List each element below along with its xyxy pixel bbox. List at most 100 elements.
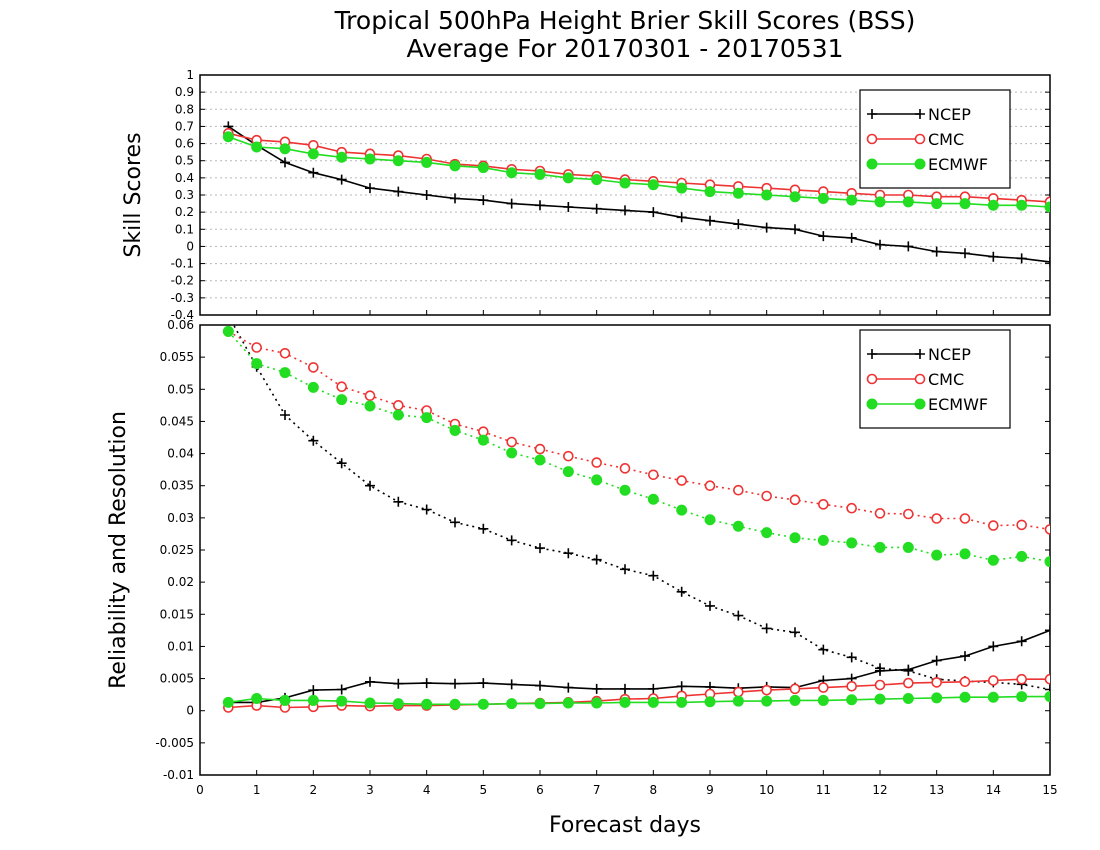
- top-y-tick-label: 0.1: [175, 222, 194, 236]
- top-legend-marker: [915, 109, 925, 119]
- top-legend-marker: [914, 158, 926, 170]
- top-point-ecmwf: [789, 191, 801, 203]
- bottom-point-ecmwf-resolution: [477, 434, 489, 446]
- top-legend-label: CMC: [928, 130, 964, 149]
- bottom-point-cmc-resolution: [959, 513, 971, 524]
- top-legend-marker: [914, 133, 926, 145]
- x-axis-label: Forecast days: [549, 813, 701, 838]
- top-point-ecmwf: [846, 194, 858, 206]
- bottom-point-ecmwf-resolution: [874, 541, 886, 553]
- x-tick-label: 11: [816, 783, 831, 797]
- bottom-point-ecmwf-reliability: [336, 695, 348, 707]
- x-tick-label: 6: [536, 783, 544, 797]
- top-y-axis-label: Skill Scores: [121, 132, 146, 257]
- bottom-point-ecmwf-resolution: [676, 504, 688, 516]
- bottom-point-ncep-resolution: [591, 554, 602, 565]
- top-point-ncep: [1045, 256, 1050, 267]
- bottom-point-ecmwf-reliability: [392, 698, 404, 710]
- bottom-point-ecmwf-reliability: [222, 696, 234, 708]
- top-y-tick-label: 0.9: [175, 85, 194, 99]
- top-y-tick-label: 0: [186, 239, 194, 253]
- x-tick-label: 12: [872, 783, 887, 797]
- bottom-series-line-ncep-resolution: [232, 325, 1050, 691]
- bottom-legend-label: ECMWF: [928, 395, 988, 414]
- top-legend-marker: [867, 109, 877, 119]
- top-legend-label: NCEP: [928, 105, 971, 124]
- top-y-tick-label: 0.4: [175, 171, 194, 185]
- bottom-point-cmc-resolution: [506, 436, 517, 448]
- x-tick-label: 2: [310, 783, 318, 797]
- top-point-ncep: [875, 239, 885, 250]
- bottom-point-ncep-resolution: [733, 610, 744, 621]
- bottom-point-cmc-reliability: [818, 682, 829, 693]
- top-legend-marker: [866, 158, 878, 170]
- top-y-tick-label: 0.3: [175, 188, 194, 202]
- bottom-point-ncep-reliability: [365, 676, 375, 687]
- top-point-ncep: [903, 241, 914, 252]
- bottom-y-tick-label: 0.05: [167, 382, 194, 396]
- bottom-point-ncep-resolution: [421, 504, 432, 515]
- bottom-point-ncep-resolution: [478, 523, 489, 534]
- bottom-point-ecmwf-reliability: [364, 697, 376, 709]
- bottom-point-cmc-resolution: [336, 381, 347, 393]
- top-point-ecmwf: [676, 182, 688, 194]
- top-legend-label: ECMWF: [928, 155, 988, 174]
- top-point-ecmwf: [506, 167, 518, 179]
- bottom-point-cmc-resolution: [874, 508, 886, 519]
- bottom-point-cmc-reliability: [733, 686, 744, 698]
- bottom-point-cmc-resolution: [931, 513, 942, 524]
- bottom-point-ecmwf-resolution: [336, 394, 348, 406]
- bottom-point-ncep-reliability: [931, 655, 942, 666]
- bottom-y-tick-label: 0.045: [160, 414, 194, 428]
- bottom-point-ecmwf-reliability: [732, 695, 744, 707]
- top-y-tick-label: 0.5: [175, 154, 194, 168]
- bottom-point-cmc-reliability: [903, 677, 914, 689]
- bottom-point-ncep-reliability: [988, 641, 999, 652]
- top-point-ecmwf: [364, 153, 376, 165]
- bottom-point-ecmwf-reliability: [421, 698, 433, 710]
- bottom-point-cmc-resolution: [789, 494, 801, 506]
- bottom-point-cmc-resolution: [733, 484, 744, 496]
- bottom-point-cmc-reliability: [846, 680, 857, 692]
- top-point-ecmwf: [619, 177, 631, 189]
- bottom-point-ncep-resolution: [450, 517, 460, 528]
- bottom-point-cmc-resolution: [704, 480, 716, 492]
- top-point-ncep: [506, 198, 517, 209]
- bottom-point-ecmwf-reliability: [619, 696, 631, 708]
- top-point-ecmwf: [704, 186, 716, 198]
- x-tick-label: 7: [593, 783, 601, 797]
- bottom-point-ecmwf-reliability: [307, 694, 319, 706]
- top-legend-marker: [866, 133, 878, 145]
- bottom-point-ecmwf-reliability: [279, 694, 291, 706]
- bottom-series-line-cmc-reliability: [228, 678, 1050, 709]
- top-point-ncep: [818, 231, 829, 242]
- bottom-point-ecmwf-resolution: [1016, 550, 1028, 562]
- bottom-point-ncep-reliability: [960, 651, 970, 662]
- bottom-point-ncep-reliability: [676, 681, 687, 692]
- bottom-point-ncep-reliability: [620, 683, 630, 694]
- bottom-point-cmc-resolution: [676, 475, 687, 486]
- bottom-point-cmc-resolution: [591, 457, 602, 468]
- bottom-point-ncep-resolution: [393, 496, 404, 507]
- bottom-point-ncep-reliability: [535, 680, 545, 691]
- bottom-legend-marker: [866, 373, 878, 385]
- bottom-point-ncep-reliability: [875, 665, 885, 676]
- bottom-point-ecmwf-reliability: [676, 696, 688, 708]
- bottom-point-ecmwf-resolution: [959, 548, 971, 560]
- bottom-point-ecmwf-resolution: [562, 466, 574, 478]
- top-legend: NCEP CMC ECMWF: [859, 89, 1011, 189]
- top-point-ncep: [988, 251, 999, 262]
- top-point-ecmwf: [761, 189, 773, 201]
- bottom-point-cmc-resolution: [364, 390, 376, 402]
- x-tick-label: 0: [196, 783, 204, 797]
- top-point-ncep: [393, 186, 404, 197]
- bottom-point-ncep-resolution: [818, 644, 829, 655]
- top-point-ncep: [450, 193, 460, 204]
- bottom-y-tick-label: 0.025: [160, 543, 194, 557]
- bottom-point-cmc-reliability: [874, 679, 886, 691]
- bottom-point-cmc-resolution: [563, 450, 574, 462]
- top-point-ncep: [591, 203, 602, 214]
- top-point-ecmwf: [931, 198, 943, 210]
- bottom-point-ecmwf-resolution: [591, 474, 603, 486]
